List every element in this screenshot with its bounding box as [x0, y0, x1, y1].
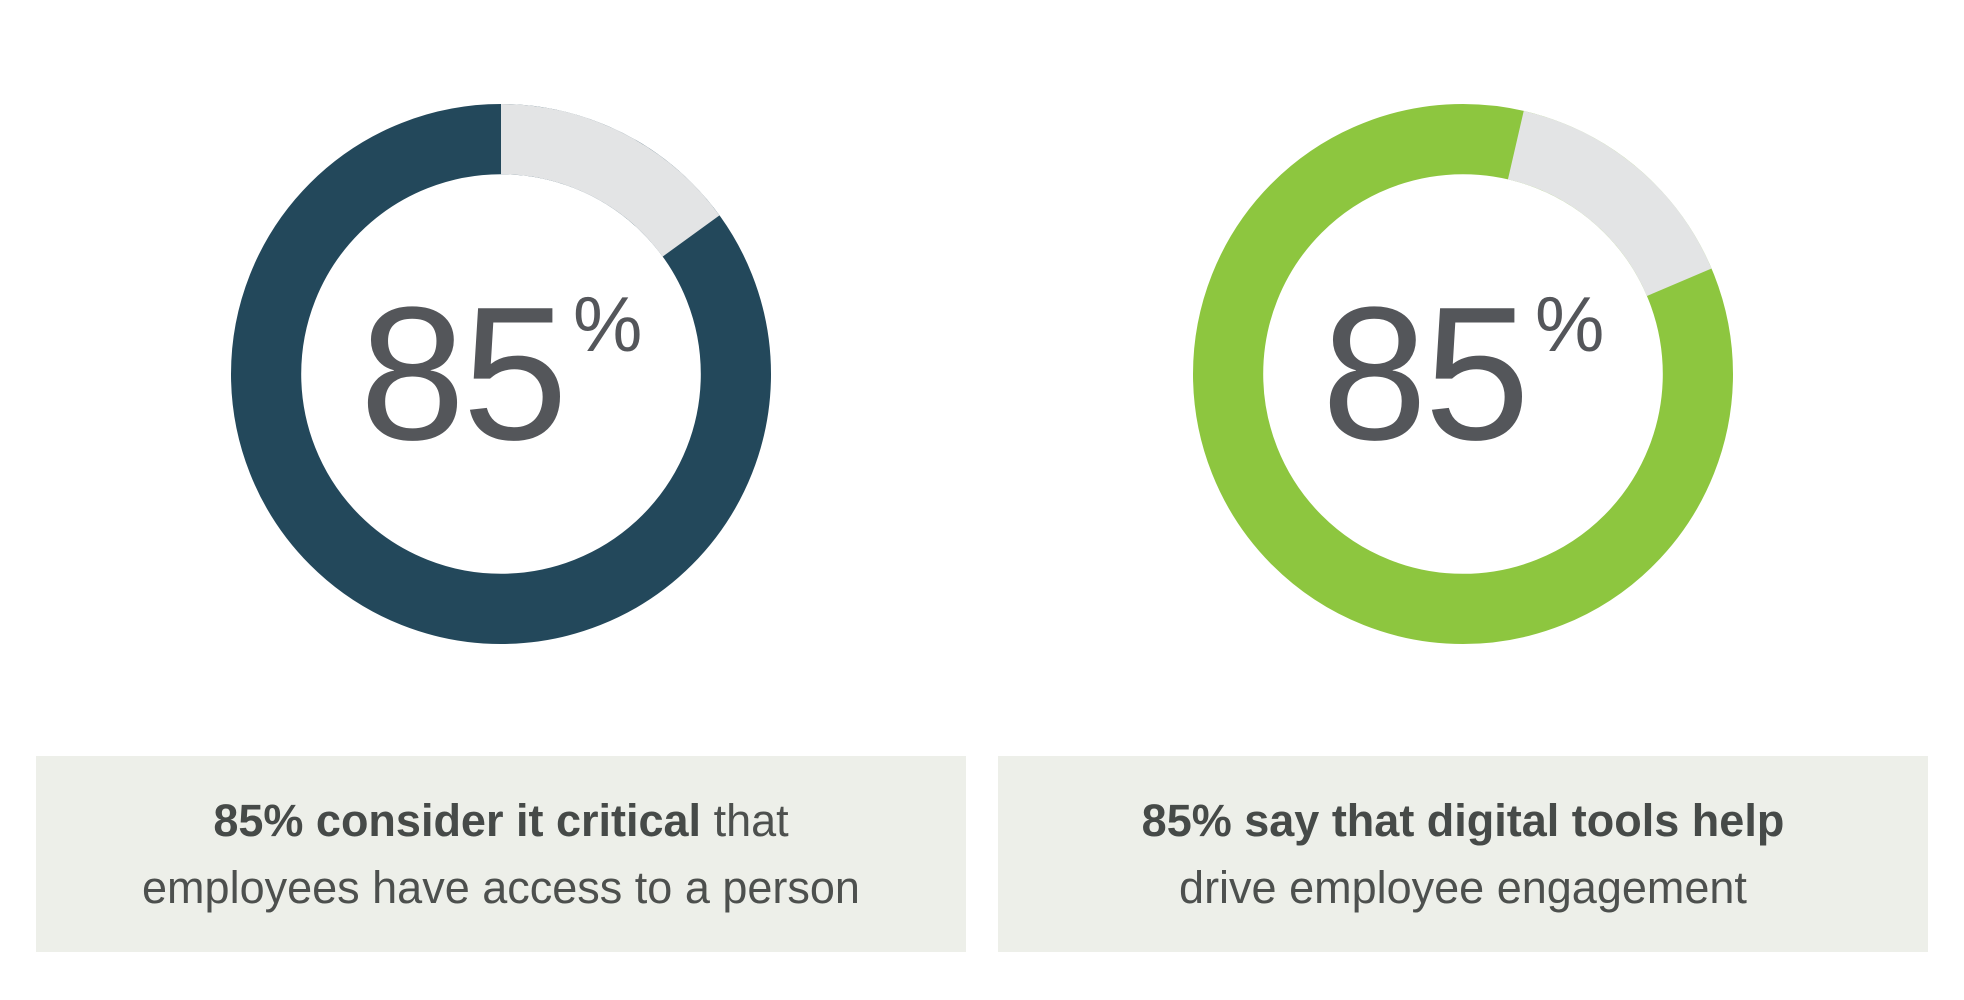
- panel-access-to-person: 85 % 85% consider it critical that emplo…: [36, 0, 966, 952]
- donut-svg-left: [231, 104, 771, 644]
- caption-text-left: 85% consider it critical that employees …: [142, 787, 860, 922]
- panel-digital-tools: 85 % 85% say that digital tools help dri…: [998, 0, 1928, 952]
- donut-value-right: 85 %: [1193, 104, 1733, 644]
- donut-track-left: [231, 104, 771, 644]
- percent-sign: %: [572, 280, 643, 368]
- caption-line2-right: drive employee engagement: [1179, 862, 1747, 913]
- percent-value: 85: [359, 268, 568, 480]
- donut-value-left: 85 %: [231, 104, 771, 644]
- caption-text-right: 85% say that digital tools help drive em…: [1142, 787, 1785, 922]
- caption-bold-left: 85% consider it critical: [213, 794, 702, 846]
- caption-bold-right: 85% say that digital tools help: [1141, 794, 1785, 846]
- caption-line1: 85% say that digital tools help: [1142, 787, 1785, 855]
- donut-chart-left: 85 %: [231, 104, 771, 644]
- donut-ring-right: [1193, 104, 1733, 644]
- percent-value: 85: [1321, 268, 1530, 480]
- caption-line2-left: employees have access to a person: [142, 862, 860, 913]
- caption-box-right: 85% say that digital tools help drive em…: [998, 756, 1928, 952]
- donut-chart-right: 85 %: [1193, 104, 1733, 644]
- donut-svg-right: [1193, 104, 1733, 644]
- percent-sign: %: [1534, 280, 1605, 368]
- caption-rest-left: that: [701, 794, 789, 846]
- caption-line1: 85% consider it critical that: [142, 787, 860, 855]
- caption-box-left: 85% consider it critical that employees …: [36, 756, 966, 952]
